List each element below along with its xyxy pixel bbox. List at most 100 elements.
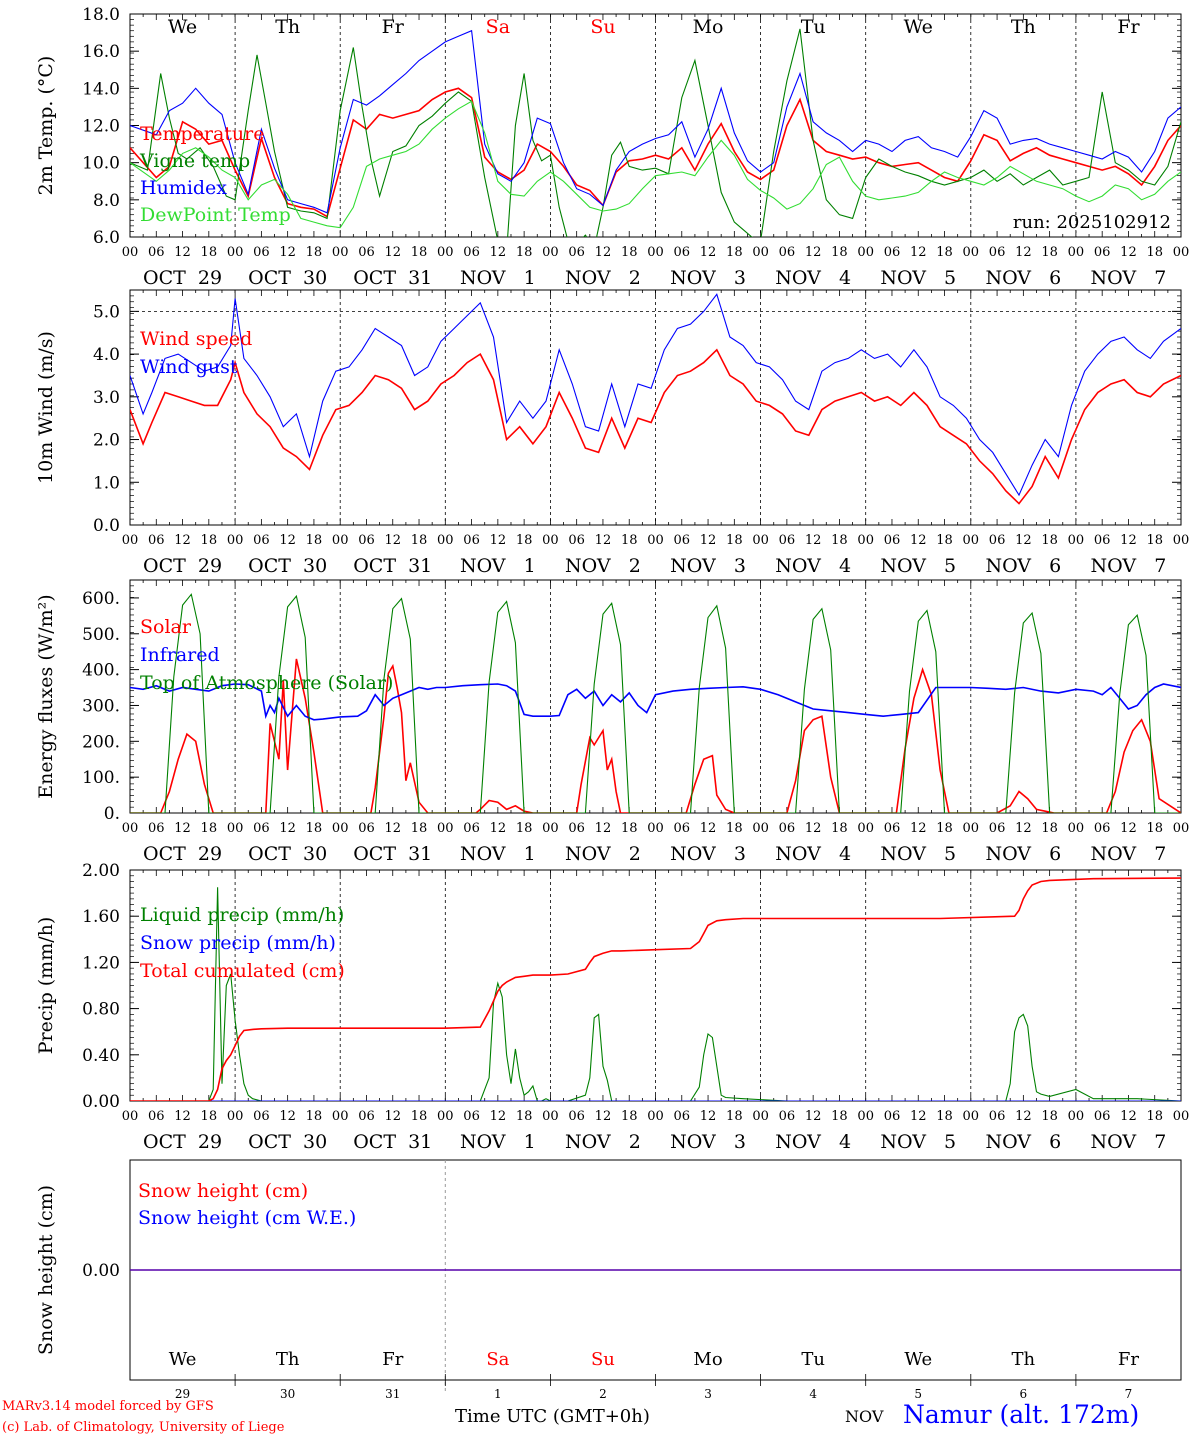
hour-tick-label: 12 xyxy=(1015,1109,1032,1124)
hour-tick-label: 18 xyxy=(516,821,533,836)
hour-tick-label: 18 xyxy=(726,245,743,260)
hour-tick-label: 18 xyxy=(831,1109,848,1124)
legend-humidex: Humidex xyxy=(140,177,227,199)
y-tick-label: 6.0 xyxy=(93,228,120,248)
y-tick-label: 400. xyxy=(82,661,120,681)
series-line-top-of-atmosphere-solar- xyxy=(130,593,1181,813)
series-line-infrared xyxy=(130,683,1181,721)
hour-tick-label: 12 xyxy=(1015,533,1032,548)
y-tick-label: 12.0 xyxy=(82,117,120,137)
y-tick-label: 0. xyxy=(104,804,120,824)
hour-tick-label: 18 xyxy=(411,1109,428,1124)
date-label: NOV 4 xyxy=(775,555,851,577)
hour-tick-label: 12 xyxy=(595,821,612,836)
hour-tick-label: 12 xyxy=(174,245,191,260)
hour-tick-label: 18 xyxy=(621,821,638,836)
date-label: NOV 6 xyxy=(985,1131,1061,1153)
date-label: NOV 7 xyxy=(1091,843,1167,865)
hour-tick-label: 12 xyxy=(1015,821,1032,836)
y-tick-label: 500. xyxy=(82,625,120,645)
hour-tick-label: 18 xyxy=(411,245,428,260)
date-label: NOV 4 xyxy=(775,843,851,865)
date-label: NOV 3 xyxy=(670,555,746,577)
run-label: run: 2025102912 xyxy=(1013,212,1171,233)
legend-dewpoint-temp: DewPoint Temp xyxy=(140,204,291,226)
date-label: NOV 3 xyxy=(670,843,746,865)
date-label: OCT 30 xyxy=(248,843,327,865)
day-name: Th xyxy=(1011,16,1036,38)
legend-snow-precip-mm-h-: Snow precip (mm/h) xyxy=(140,932,336,954)
date-label: OCT 30 xyxy=(248,555,327,577)
hour-tick-label: 00 xyxy=(227,245,244,260)
hour-tick-label: 18 xyxy=(306,533,323,548)
hour-tick-label: 06 xyxy=(779,821,796,836)
hour-tick-label: 06 xyxy=(674,1109,691,1124)
date-label: NOV 5 xyxy=(880,267,956,289)
hour-tick-label: 00 xyxy=(647,245,664,260)
hour-tick-label: 00 xyxy=(752,533,769,548)
date-label: OCT 31 xyxy=(353,555,432,577)
series-line-liquid-precip-mm-h- xyxy=(130,887,1181,1101)
y-tick-label: 0.00 xyxy=(82,1261,120,1281)
day-number: 6 xyxy=(1020,1387,1028,1401)
date-label: OCT 31 xyxy=(353,267,432,289)
footer-month-label: NOV xyxy=(845,1407,884,1426)
hour-tick-label: 18 xyxy=(621,1109,638,1124)
date-label: NOV 6 xyxy=(985,843,1061,865)
hour-tick-label: 12 xyxy=(490,821,507,836)
legend-infrared: Infrared xyxy=(140,644,220,666)
day-name: Fr xyxy=(1117,16,1140,38)
hour-tick-label: 12 xyxy=(805,1109,822,1124)
date-label: OCT 31 xyxy=(353,1131,432,1153)
hour-tick-label: 00 xyxy=(963,245,980,260)
hour-tick-label: 12 xyxy=(384,821,401,836)
hour-tick-label: 06 xyxy=(1094,821,1111,836)
hour-tick-label: 18 xyxy=(516,1109,533,1124)
series-line-wind-speed xyxy=(130,348,1181,505)
hour-tick-label: 18 xyxy=(936,533,953,548)
hour-tick-label: 18 xyxy=(726,821,743,836)
series-line-vigne-temp xyxy=(130,28,1181,237)
hour-tick-label: 06 xyxy=(253,1109,270,1124)
y-tick-label: 0.40 xyxy=(82,1046,120,1066)
date-label: OCT 31 xyxy=(353,843,432,865)
hour-tick-label: 00 xyxy=(1173,533,1190,548)
day-number: 29 xyxy=(175,1387,190,1401)
hour-tick-label: 00 xyxy=(963,533,980,548)
hour-tick-label: 12 xyxy=(910,821,927,836)
hour-tick-label: 00 xyxy=(437,1109,454,1124)
day-name: Fr xyxy=(1118,1349,1139,1370)
hour-tick-label: 12 xyxy=(595,533,612,548)
hour-tick-label: 18 xyxy=(1146,245,1163,260)
hour-tick-label: 00 xyxy=(122,245,139,260)
time-axis-label: Time UTC (GMT+0h) xyxy=(455,1406,650,1427)
hour-tick-label: 12 xyxy=(490,1109,507,1124)
series-line-dewpoint-temp xyxy=(130,100,1181,229)
hour-tick-label: 12 xyxy=(1120,821,1137,836)
date-label: NOV 5 xyxy=(880,1131,956,1153)
hour-tick-label: 18 xyxy=(1146,533,1163,548)
hour-tick-label: 00 xyxy=(332,533,349,548)
y-tick-label: 1.0 xyxy=(93,473,120,493)
hour-tick-label: 00 xyxy=(752,821,769,836)
legend-top-of-atmosphere-solar-: Top of Atmosphere (Solar) xyxy=(140,672,393,694)
hour-tick-label: 18 xyxy=(306,245,323,260)
legend-vigne-temp: Vigne temp xyxy=(139,150,250,172)
hour-tick-label: 06 xyxy=(989,533,1006,548)
hour-tick-label: 12 xyxy=(700,245,717,260)
legend-total-cumulated-cm-: Total cumulated (cm) xyxy=(140,960,345,982)
hour-tick-label: 06 xyxy=(463,245,480,260)
hour-tick-label: 12 xyxy=(490,533,507,548)
date-label: NOV 3 xyxy=(670,267,746,289)
hour-tick-label: 00 xyxy=(1173,245,1190,260)
hour-tick-label: 06 xyxy=(568,1109,585,1124)
hour-tick-label: 06 xyxy=(989,821,1006,836)
panel-temperature xyxy=(129,13,1182,238)
legend-liquid-precip-mm-h-: Liquid precip (mm/h) xyxy=(140,904,344,926)
date-label: NOV 7 xyxy=(1091,267,1167,289)
day-number: 30 xyxy=(280,1387,295,1401)
hour-tick-label: 12 xyxy=(1015,245,1032,260)
hour-tick-label: 00 xyxy=(1068,533,1085,548)
model-credit: MARv3.14 model forced by GFS xyxy=(2,1399,214,1414)
hour-tick-label: 00 xyxy=(647,1109,664,1124)
